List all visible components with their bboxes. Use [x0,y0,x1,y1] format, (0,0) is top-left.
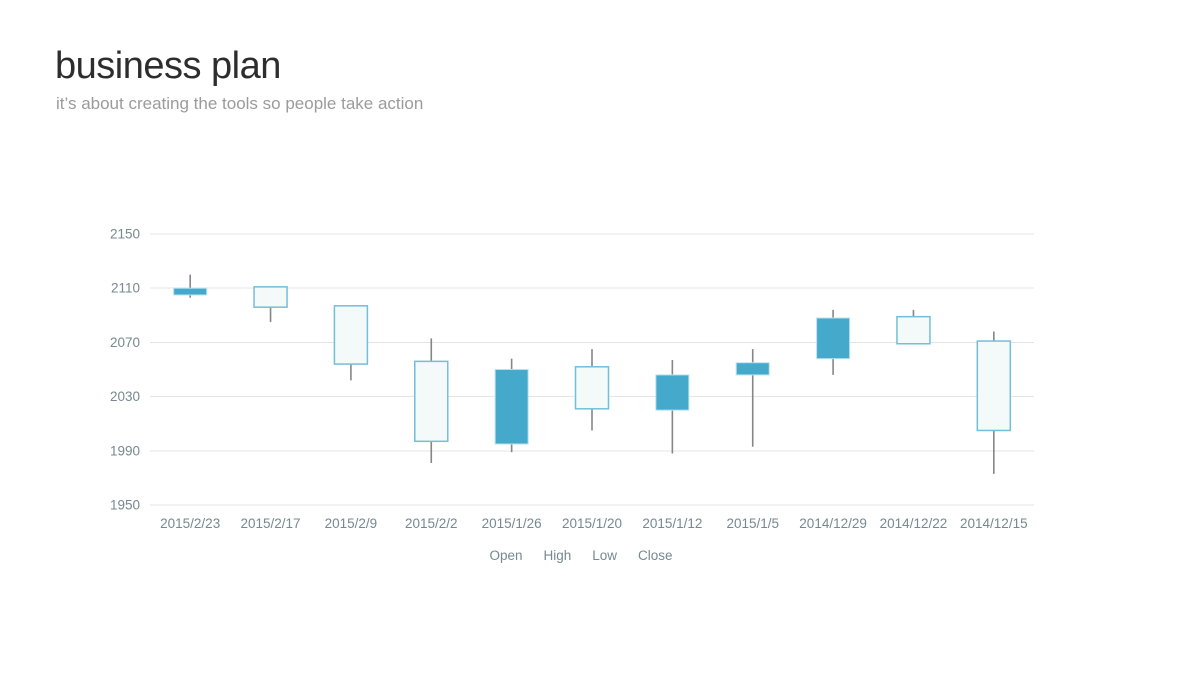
y-axis-labels: 2150 2110 2070 2030 1990 1950 [110,227,140,513]
x-axis-labels: 2015/2/23 2015/2/17 2015/2/9 2015/2/2 2015/1… [160,516,1027,531]
y-axis-label-2030: 2030 [110,389,140,404]
chart-legend: Open High Low Close [150,548,1012,563]
body [414,360,449,443]
x-axis-label-2014-12-15: 2014/12/15 [960,516,1028,531]
slide-subtitle: it’s about creating the tools so people … [56,94,424,113]
x-axis-label-2015-2-23: 2015/2/23 [160,516,220,531]
y-axis-label-1950: 1950 [110,498,140,513]
gridlines [150,233,1034,506]
candlestick-2015-1-12 [655,360,690,454]
candlestick-2015-1-26 [494,358,529,453]
body [253,286,288,308]
x-axis-label-2015-1-5: 2015/1/5 [726,516,779,531]
x-axis-label-2015-1-12: 2015/1/12 [642,516,702,531]
candlestick-2015-2-23 [173,274,208,298]
body [333,305,369,365]
x-axis-label-2014-12-29: 2014/12/29 [799,516,867,531]
x-axis-label-2014-12-22: 2014/12/22 [880,516,948,531]
x-axis-label-2015-2-17: 2015/2/17 [241,516,301,531]
y-axis-label-2150: 2150 [110,227,140,242]
candlestick-2014-12-22 [896,309,931,345]
x-axis-label-2015-1-20: 2015/1/20 [562,516,622,531]
slide-title: business plan [55,45,281,87]
legend-item-open: Open [489,548,523,563]
y-axis-label-1990: 1990 [110,443,140,458]
candlestick-2015-2-17 [253,286,288,323]
body [655,374,690,411]
x-axis-label-2015-1-26: 2015/1/26 [482,516,542,531]
candlestick-2014-12-29 [816,309,851,375]
legend-item-close: Close [638,548,673,563]
x-axis-label-2015-2-9: 2015/2/9 [325,516,378,531]
candlestick-2015-2-9 [333,305,369,381]
candlestick-2015-1-5 [735,349,770,447]
candlestick-series [173,274,1012,474]
body [173,287,208,296]
body [735,362,770,376]
y-axis-label-2110: 2110 [111,281,140,296]
body [816,317,851,360]
candlestick-2015-1-20 [574,349,610,431]
body [976,340,1012,432]
candlestick-2015-2-2 [414,338,449,463]
legend-item-low: Low [592,548,618,563]
body [494,369,529,445]
candlestick-2014-12-15 [976,331,1012,474]
legend-item-high: High [543,548,572,563]
x-axis-label-2015-2-2: 2015/2/2 [405,516,458,531]
body [896,315,931,345]
y-axis-label-2070: 2070 [110,335,140,350]
body [574,366,610,410]
